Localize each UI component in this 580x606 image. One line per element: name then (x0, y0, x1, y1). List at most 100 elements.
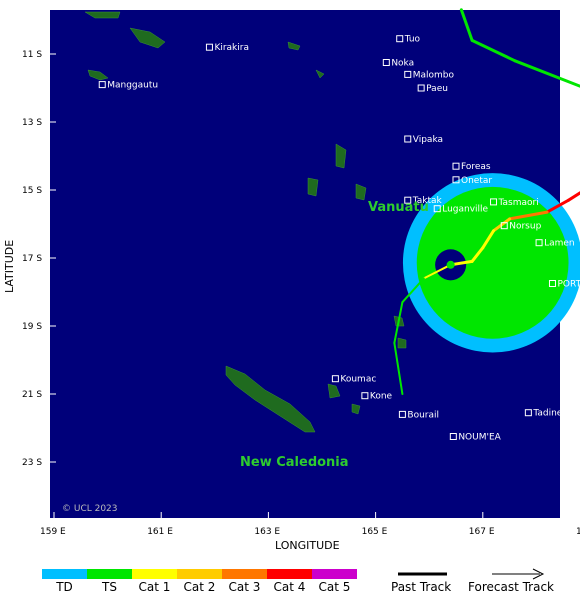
lon-tick-label: 163 E (254, 527, 280, 537)
track-segment (393, 342, 404, 395)
place-marker (433, 205, 441, 213)
legend-label: Cat 1 (139, 580, 171, 594)
place-marker (404, 70, 412, 78)
lon-tick-label: 165 E (362, 527, 388, 537)
place-label: Kirakira (214, 43, 249, 53)
place-label: Tasmaori (498, 198, 539, 208)
island-shape (351, 403, 361, 415)
legend-label: Cat 2 (184, 580, 216, 594)
legend-label: Cat 5 (319, 580, 351, 594)
place-marker (490, 198, 498, 206)
track-segment (567, 191, 580, 202)
place-marker (205, 43, 213, 51)
lat-tick-label: 19 S (22, 322, 42, 332)
wind-radius-inner (416, 186, 569, 339)
track-segment (481, 229, 496, 250)
place-label: Norsup (509, 222, 541, 232)
region-label-new-caledonia: New Caledonia (240, 455, 349, 470)
place-label: Lamen (544, 239, 575, 249)
track-segment (513, 59, 580, 88)
track-segment (508, 210, 549, 221)
legend: TD TS Cat 1 Cat 2 Cat 3 Cat 4 Cat 5 (42, 569, 357, 594)
track-segment (459, 8, 474, 42)
legend-swatch (132, 569, 177, 579)
lon-tick-label: 161 E (147, 527, 173, 537)
legend-label: Cat 4 (274, 580, 306, 594)
place-label: NOUM'EA (458, 433, 501, 443)
place-label: Luganville (442, 205, 488, 215)
place-label: Onetar (461, 176, 492, 186)
track-segment (545, 198, 571, 214)
place-label: Kone (370, 392, 393, 402)
legend-swatch (42, 569, 87, 579)
copyright-credit: © UCL 2023 (62, 504, 118, 514)
track-segment (393, 301, 404, 344)
legend-label: TS (101, 580, 117, 594)
legend-past-track: Past Track (391, 580, 451, 594)
place-marker (331, 375, 339, 383)
place-marker (98, 81, 106, 89)
island-shape (335, 143, 347, 169)
island-shape (327, 383, 341, 399)
lon-tick-label: 159 E (40, 527, 66, 537)
legend-label: Cat 3 (229, 580, 261, 594)
y-axis-title: LATITUDE (3, 240, 16, 293)
island-shape (225, 365, 316, 433)
place-marker (548, 280, 556, 287)
place-marker (396, 35, 404, 43)
legend-forecast-track: Forecast Track (468, 580, 554, 594)
storm-track (393, 8, 580, 395)
track-segment (470, 246, 485, 263)
place-label: Paeu (426, 84, 448, 94)
lon-tick-label: 167 E (469, 527, 495, 537)
land-layer (84, 11, 407, 433)
place-label: Koumac (340, 375, 376, 385)
place-marker (417, 84, 425, 92)
lat-tick-label: 21 S (22, 390, 42, 400)
place-marker (404, 135, 412, 143)
legend-label: TD (55, 580, 73, 594)
island-shape (287, 41, 301, 51)
island-shape (84, 11, 121, 19)
island-shape (87, 69, 109, 81)
lat-tick-label: 13 S (22, 118, 42, 128)
place-label: Taktak (412, 196, 443, 206)
legend-swatch (267, 569, 312, 579)
place-label: Manggautu (107, 81, 158, 91)
track-segment (470, 38, 517, 63)
legend-swatch (177, 569, 222, 579)
place-marker (500, 222, 508, 230)
place-label: Tadine (532, 409, 562, 419)
lat-tick-label: 23 S (22, 458, 42, 468)
place-label: Noka (391, 59, 414, 69)
legend-swatch (312, 569, 357, 579)
region-label-vanuatu: Vanuatu (368, 200, 429, 215)
legend-swatch (87, 569, 132, 579)
place-label: Bourail (407, 410, 439, 420)
track-segment (422, 263, 452, 280)
place-marker (382, 59, 390, 66)
x-axis-title: LONGITUDE (275, 539, 340, 552)
latitude-ticks: 11 S 13 S 15 S 17 S 19 S 21 S 23 S (22, 50, 56, 468)
lat-tick-label: 15 S (22, 186, 42, 196)
place-marker (535, 239, 543, 247)
lat-tick-label: 11 S (22, 50, 42, 60)
track-segment (401, 277, 425, 304)
place-marker (404, 196, 412, 204)
place-marker (524, 409, 532, 417)
lon-tick-label: 169 E (576, 527, 580, 537)
place-marker (449, 433, 457, 440)
place-marker (452, 162, 460, 170)
lat-tick-label: 17 S (22, 254, 42, 264)
place-label: PORT VILA (557, 280, 580, 290)
place-label: Malombo (413, 70, 455, 80)
place-marker (452, 176, 460, 184)
island-shape (307, 177, 319, 197)
island-shape (129, 27, 166, 49)
place-label: Foreas (461, 162, 491, 172)
legend-swatch (222, 569, 267, 579)
place-marker (361, 392, 369, 400)
